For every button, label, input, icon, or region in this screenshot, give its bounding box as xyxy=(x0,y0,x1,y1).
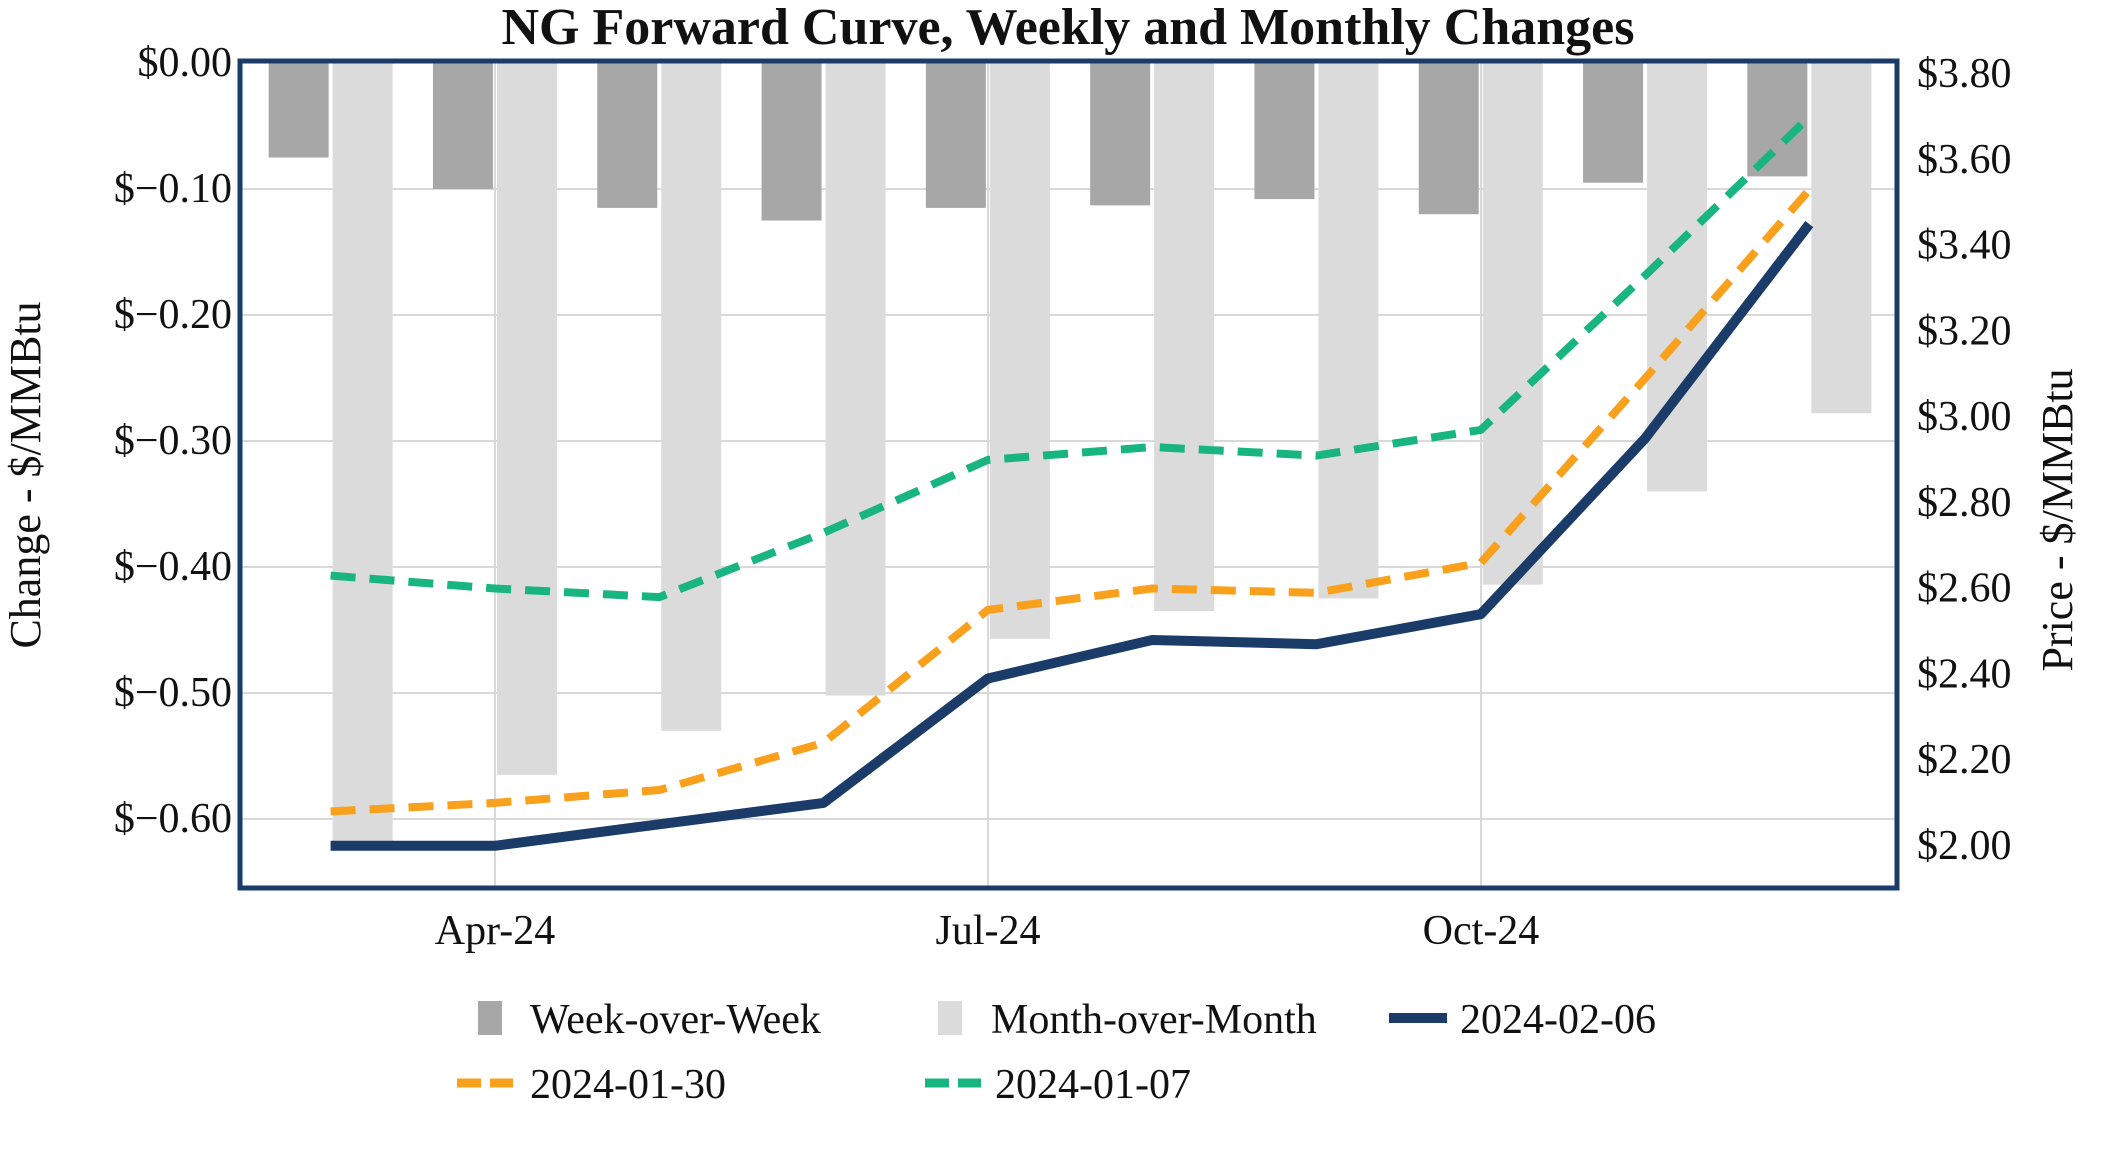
chart-title: NG Forward Curve, Weekly and Monthly Cha… xyxy=(502,0,1635,56)
x-tick-oct24: Oct-24 xyxy=(1423,908,1540,954)
left-tick-label: $−0.60 xyxy=(114,796,232,842)
line-2024-01-30-legend-label: 2024-01-30 xyxy=(530,1062,726,1108)
right-tick-label: $2.40 xyxy=(1917,651,2012,697)
wow-bar-Aug-24 xyxy=(1090,63,1151,206)
left-axis-ticks: $0.00 $−0.10 $−0.20 $−0.30 $−0.40 $−0.50 $−0.6… xyxy=(114,40,232,842)
line-2024-01-07-legend-label: 2024-01-07 xyxy=(995,1062,1191,1108)
right-tick-label: $2.00 xyxy=(1917,823,2012,869)
wow-bar-May-24 xyxy=(597,63,658,208)
mom-bar-Sep-24 xyxy=(1318,63,1379,599)
left-tick-label: $0.00 xyxy=(138,40,233,86)
mom-bar-Apr-24 xyxy=(496,63,557,775)
mom-bar-Jun-24 xyxy=(825,63,886,696)
right-tick-label: $3.00 xyxy=(1917,394,2012,440)
mom-bar-Oct-24 xyxy=(1482,63,1543,585)
price-line-2024-02-06 xyxy=(330,221,1814,851)
wow-bar-Jun-24 xyxy=(761,63,822,221)
wow-bar-Mar-24 xyxy=(268,63,329,158)
wow-bar-Sep-24 xyxy=(1254,63,1315,200)
left-tick-label: $−0.30 xyxy=(114,418,232,464)
right-tick-label: $3.60 xyxy=(1917,137,2012,183)
left-tick-label: $−0.20 xyxy=(114,292,232,338)
wow-bar-Apr-24 xyxy=(432,63,493,189)
left-axis-title: Change - $/MMBtu xyxy=(1,301,50,648)
right-tick-label: $2.80 xyxy=(1917,480,2012,526)
x-tick-apr24: Apr-24 xyxy=(435,908,555,954)
right-tick-label: $3.40 xyxy=(1917,223,2012,269)
mom-bar-May-24 xyxy=(661,63,722,731)
left-tick-label: $−0.10 xyxy=(114,166,232,212)
wow-bar-Nov-24 xyxy=(1583,63,1644,183)
right-tick-label: $2.60 xyxy=(1917,566,2012,612)
right-tick-label: $2.20 xyxy=(1917,737,2012,783)
right-axis-ticks: $3.80 $3.60 $3.40 $3.20 $3.00 $2.80 $2.60 $2.40… xyxy=(1917,51,2012,869)
legend: Week-over-Week Month-over-Month 2024-02-… xyxy=(457,997,1656,1108)
bar-series xyxy=(268,63,1872,851)
price-line-2024-01-07 xyxy=(330,114,1813,602)
wow-bar-Oct-24 xyxy=(1418,63,1479,215)
line-2024-02-06-legend-label: 2024-02-06 xyxy=(1460,997,1656,1043)
right-tick-label: $3.80 xyxy=(1917,51,2012,97)
mom-bar-Jul-24 xyxy=(989,63,1050,639)
left-tick-label: $−0.40 xyxy=(114,544,232,590)
wow-bar-Dec-24 xyxy=(1747,63,1808,177)
right-axis-title: Price - $/MMBtu xyxy=(2033,368,2082,671)
x-tick-jul24: Jul-24 xyxy=(936,908,1041,954)
mom-bar-Dec-24 xyxy=(1811,63,1872,414)
right-tick-label: $3.20 xyxy=(1917,308,2012,354)
mom-bar-Mar-24 xyxy=(332,63,393,851)
wow-bar-Jul-24 xyxy=(925,63,986,208)
line-series xyxy=(330,114,1814,851)
wow-legend-label: Week-over-Week xyxy=(530,997,821,1043)
left-tick-label: $−0.50 xyxy=(114,670,232,716)
mom-legend-swatch xyxy=(938,1001,962,1035)
mom-legend-label: Month-over-Month xyxy=(991,997,1317,1043)
price-line-2024-01-30 xyxy=(330,187,1813,816)
plot-border xyxy=(237,58,1900,891)
wow-legend-swatch xyxy=(478,1001,502,1035)
mom-bar-Aug-24 xyxy=(1154,63,1215,612)
